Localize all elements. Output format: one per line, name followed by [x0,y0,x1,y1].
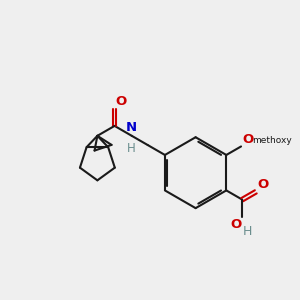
Text: O: O [257,178,268,191]
Text: H: H [243,225,252,238]
Text: N: N [126,122,137,134]
Text: O: O [116,95,127,108]
Text: O: O [230,218,242,231]
Text: O: O [242,133,253,146]
Text: H: H [127,142,136,155]
Text: methoxy: methoxy [252,136,292,145]
